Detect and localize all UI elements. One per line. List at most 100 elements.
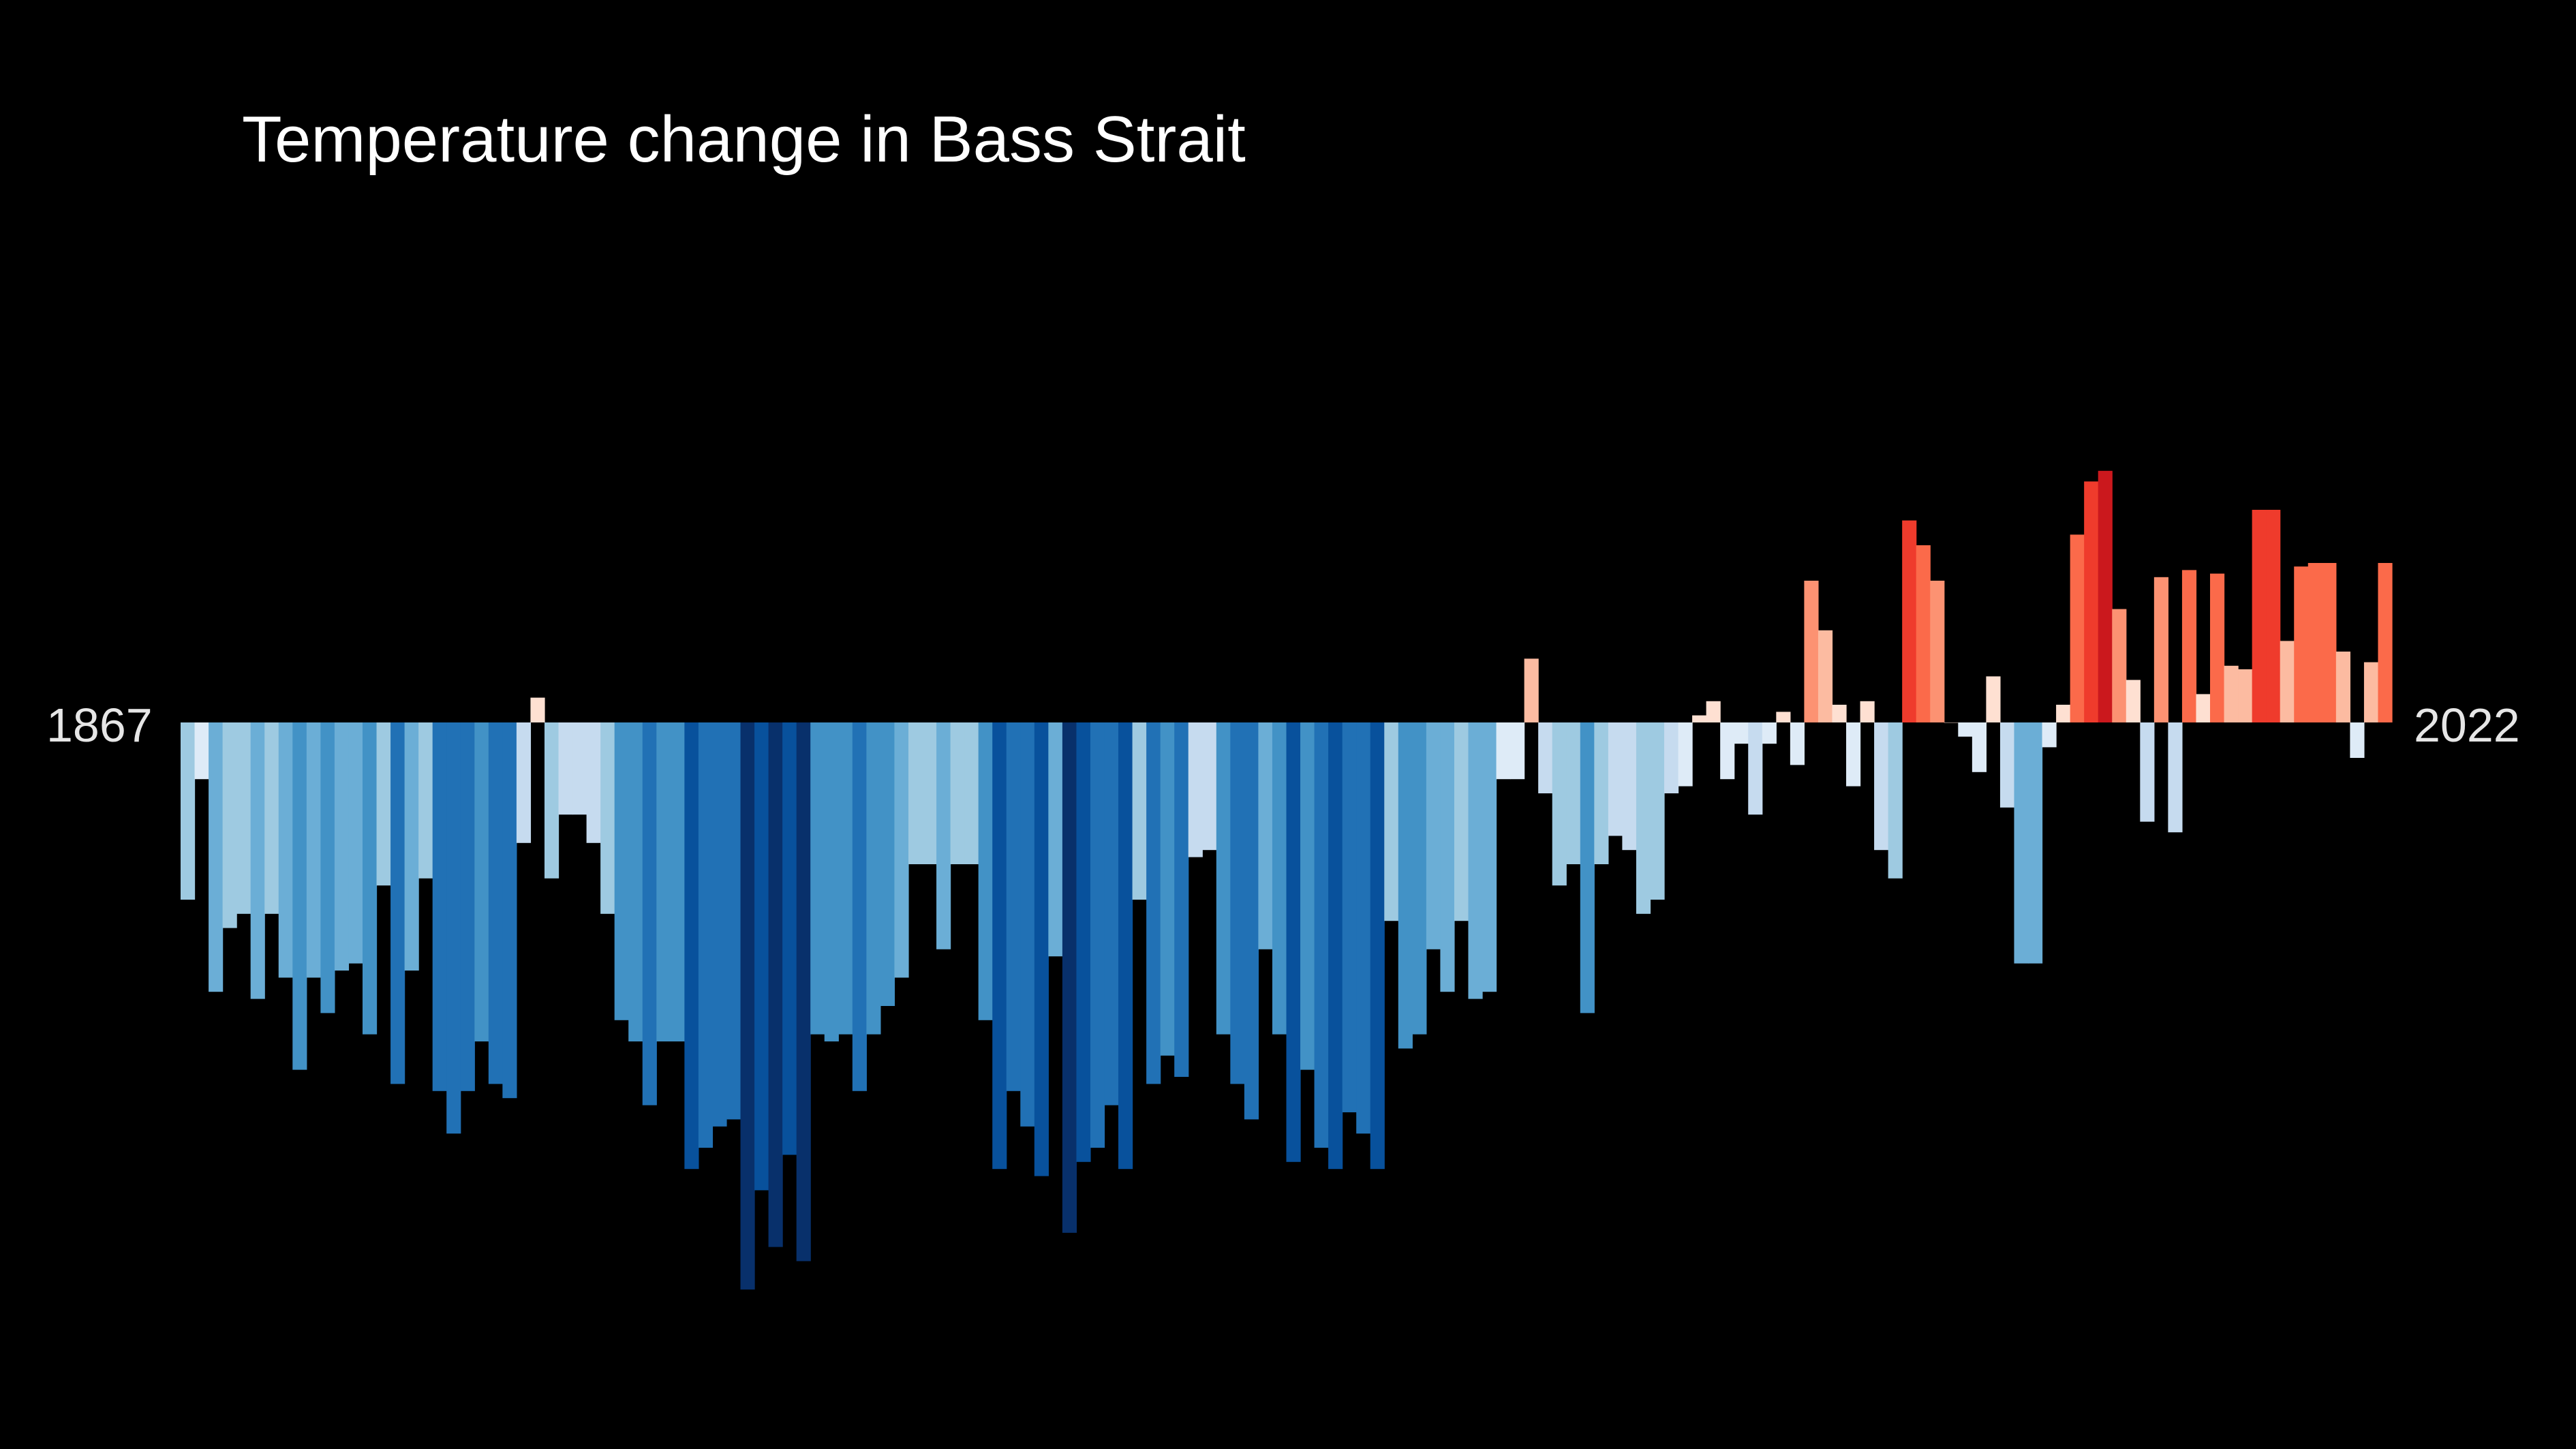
bar-1947 <box>1300 722 1315 1070</box>
bar-1928 <box>1034 722 1049 1176</box>
bar-1879 <box>348 722 363 964</box>
bar-1966 <box>1566 722 1581 864</box>
bar-1957 <box>1440 722 1455 992</box>
bar-1990 <box>1902 520 1917 722</box>
bar-1882 <box>390 722 405 1084</box>
bar-1956 <box>1426 722 1441 949</box>
bar-1962 <box>1510 722 1525 780</box>
bar-2003 <box>2084 481 2099 722</box>
bar-1919 <box>908 722 923 864</box>
bar-1884 <box>418 722 433 879</box>
bar-1888 <box>474 722 489 1041</box>
bar-2024 <box>2378 563 2393 722</box>
bar-1917 <box>880 722 895 1006</box>
bar-1938 <box>1174 722 1189 1077</box>
bar-1891 <box>516 722 532 843</box>
bar-1895 <box>572 722 587 815</box>
bar-1929 <box>1048 722 1063 957</box>
bar-1876 <box>306 722 321 978</box>
bar-1988 <box>1874 722 1889 851</box>
bar-1927 <box>1020 722 1035 1127</box>
bar-1950 <box>1342 722 1357 1112</box>
bar-2001 <box>2056 705 2071 722</box>
bar-1922 <box>950 722 965 864</box>
bar-1977 <box>1720 722 1735 780</box>
bar-1899 <box>628 722 643 1041</box>
bar-1911 <box>796 722 811 1262</box>
bar-1974 <box>1678 722 1693 787</box>
bar-1924 <box>978 722 993 1020</box>
bar-1902 <box>670 722 685 1041</box>
bar-1940 <box>1202 722 1217 851</box>
bar-1920 <box>922 722 937 864</box>
bar-1973 <box>1664 722 1679 793</box>
bar-1880 <box>362 722 378 1035</box>
bar-1963 <box>1524 658 1539 722</box>
bar-2008 <box>2153 577 2168 722</box>
bar-1931 <box>1076 722 1091 1162</box>
bar-1930 <box>1062 722 1077 1233</box>
bar-1885 <box>432 722 447 1091</box>
bar-1994 <box>1958 722 1973 737</box>
bar-1951 <box>1356 722 1371 1134</box>
bar-2020 <box>2322 563 2337 722</box>
bar-1958 <box>1454 722 1469 921</box>
bar-1918 <box>894 722 909 978</box>
bar-1998 <box>2014 722 2029 964</box>
bar-1982 <box>1790 722 1805 765</box>
bar-1900 <box>642 722 657 1105</box>
bar-1945 <box>1272 722 1287 1035</box>
bar-1984 <box>1818 630 1833 722</box>
bar-2016 <box>2266 510 2281 722</box>
bar-1887 <box>460 722 475 1091</box>
bar-1871 <box>236 722 251 914</box>
bar-2005 <box>2112 609 2127 722</box>
bar-1948 <box>1314 722 1329 1148</box>
bar-1912 <box>810 722 825 1035</box>
bar-1941 <box>1216 722 1231 1035</box>
bar-2021 <box>2335 652 2350 722</box>
bar-1935 <box>1132 722 1147 900</box>
bar-1905 <box>712 722 727 1127</box>
bar-1926 <box>1006 722 1021 1091</box>
bar-2019 <box>2307 563 2322 722</box>
bar-1946 <box>1286 722 1301 1162</box>
bar-1894 <box>558 722 573 815</box>
bar-2015 <box>2252 510 2267 722</box>
bar-1933 <box>1104 722 1119 1105</box>
bar-1873 <box>264 722 279 914</box>
bar-1981 <box>1776 712 1791 722</box>
chart-title: Temperature change in Bass Strait <box>242 103 1246 176</box>
bar-1883 <box>404 722 419 971</box>
bar-1983 <box>1804 581 1819 722</box>
bar-1997 <box>1999 722 2015 808</box>
bar-1878 <box>334 722 350 971</box>
bar-1907 <box>740 722 755 1290</box>
bar-1954 <box>1398 722 1413 1049</box>
bar-1980 <box>1762 722 1777 744</box>
bar-1874 <box>278 722 293 978</box>
bar-1936 <box>1146 722 1161 1084</box>
bar-1901 <box>656 722 671 1041</box>
bar-1996 <box>1986 676 2001 722</box>
bar-2012 <box>2210 573 2225 722</box>
bar-2000 <box>2042 722 2057 748</box>
bar-1979 <box>1748 722 1763 815</box>
bar-2009 <box>2168 722 2183 833</box>
bar-2006 <box>2126 680 2141 722</box>
bar-2004 <box>2098 470 2113 722</box>
bar-1889 <box>488 722 503 1084</box>
bar-2022 <box>2350 722 2365 758</box>
bar-1999 <box>2028 722 2043 964</box>
bar-2007 <box>2140 722 2155 822</box>
bar-2017 <box>2280 641 2295 722</box>
bar-1886 <box>446 722 461 1134</box>
bar-2010 <box>2181 570 2197 722</box>
bar-1910 <box>782 722 797 1155</box>
bar-1955 <box>1412 722 1427 1035</box>
bar-2011 <box>2196 694 2211 722</box>
bar-1870 <box>222 722 237 928</box>
bar-1953 <box>1384 722 1399 921</box>
